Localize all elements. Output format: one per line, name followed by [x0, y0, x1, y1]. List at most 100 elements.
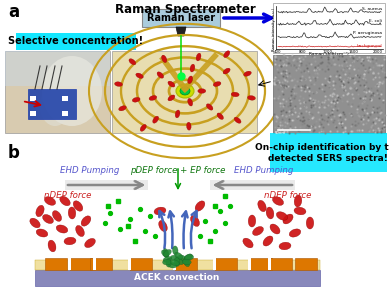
Ellipse shape [190, 64, 195, 72]
Bar [210, 180, 295, 190]
Ellipse shape [234, 117, 241, 123]
Text: 400: 400 [274, 50, 282, 54]
Ellipse shape [140, 124, 146, 131]
Ellipse shape [175, 110, 180, 118]
Ellipse shape [163, 259, 172, 265]
Bar [173, 258, 176, 270]
Ellipse shape [195, 201, 205, 211]
Bar [30, 96, 36, 101]
Polygon shape [176, 27, 186, 36]
Text: Selective concentration!: Selective concentration! [9, 36, 144, 46]
FancyBboxPatch shape [270, 133, 387, 172]
Bar [65, 180, 148, 190]
Ellipse shape [294, 195, 302, 207]
Bar [45, 258, 67, 270]
Bar [5, 51, 110, 133]
Ellipse shape [188, 98, 193, 106]
Text: pDEP force + EP force: pDEP force + EP force [130, 166, 226, 175]
Bar [273, 55, 385, 133]
Bar [28, 89, 76, 119]
Ellipse shape [289, 229, 301, 237]
Ellipse shape [196, 53, 201, 61]
Ellipse shape [217, 113, 223, 119]
Ellipse shape [44, 197, 56, 205]
Text: P. aeruginosa: P. aeruginosa [353, 31, 382, 35]
Ellipse shape [168, 95, 175, 101]
Bar [128, 258, 131, 270]
Ellipse shape [157, 72, 164, 78]
Ellipse shape [48, 240, 56, 252]
Ellipse shape [163, 249, 169, 258]
Text: nDEP force: nDEP force [44, 191, 92, 200]
Ellipse shape [81, 216, 91, 226]
Text: Raman shift(cm⁻¹): Raman shift(cm⁻¹) [309, 52, 349, 56]
Ellipse shape [174, 257, 180, 266]
Text: 50nm: 50nm [275, 131, 286, 135]
Bar [68, 258, 71, 270]
Ellipse shape [168, 262, 177, 268]
Ellipse shape [153, 116, 159, 123]
Text: Raman laser: Raman laser [147, 13, 215, 23]
Text: 1200: 1200 [323, 50, 333, 54]
Bar [250, 258, 272, 270]
Ellipse shape [136, 73, 143, 78]
Ellipse shape [187, 122, 191, 130]
Ellipse shape [252, 226, 263, 235]
Ellipse shape [243, 238, 253, 248]
Ellipse shape [244, 71, 251, 76]
Ellipse shape [176, 84, 194, 98]
Text: EHD Pumping: EHD Pumping [234, 166, 294, 175]
Bar [35, 260, 320, 270]
Ellipse shape [161, 250, 169, 257]
Bar [270, 258, 292, 270]
Ellipse shape [149, 95, 157, 101]
Text: b: b [8, 144, 20, 162]
Bar [175, 258, 197, 270]
Ellipse shape [283, 214, 293, 224]
Bar [213, 258, 216, 270]
Ellipse shape [73, 201, 83, 211]
Ellipse shape [306, 217, 314, 229]
Ellipse shape [119, 106, 126, 111]
Ellipse shape [42, 56, 102, 126]
Ellipse shape [247, 96, 256, 100]
Ellipse shape [154, 207, 166, 215]
Text: 1600: 1600 [348, 50, 358, 54]
Ellipse shape [166, 258, 172, 267]
Ellipse shape [188, 76, 193, 84]
Ellipse shape [36, 229, 48, 237]
FancyBboxPatch shape [16, 33, 136, 50]
Ellipse shape [294, 207, 306, 215]
Ellipse shape [60, 196, 70, 206]
Ellipse shape [270, 224, 280, 234]
Ellipse shape [213, 82, 221, 86]
Ellipse shape [36, 205, 44, 217]
Ellipse shape [263, 236, 273, 246]
Bar [93, 258, 96, 270]
Bar [268, 258, 271, 270]
Ellipse shape [30, 218, 40, 228]
FancyBboxPatch shape [142, 9, 220, 27]
Ellipse shape [56, 225, 68, 233]
Bar [62, 111, 68, 116]
Bar [248, 258, 251, 270]
Ellipse shape [68, 207, 76, 219]
Ellipse shape [40, 86, 70, 126]
Ellipse shape [85, 238, 95, 248]
Text: 800: 800 [299, 50, 307, 54]
Text: S. aureus: S. aureus [362, 7, 382, 11]
Bar [35, 270, 320, 286]
Ellipse shape [175, 252, 182, 259]
Text: EHD Pumping: EHD Pumping [60, 166, 120, 175]
Ellipse shape [231, 92, 239, 97]
Text: a: a [8, 3, 19, 21]
Text: background: background [356, 44, 382, 48]
Ellipse shape [64, 237, 76, 245]
Ellipse shape [276, 212, 287, 220]
Bar [5, 51, 110, 86]
Ellipse shape [248, 215, 256, 227]
Ellipse shape [180, 87, 190, 95]
Ellipse shape [163, 250, 172, 256]
Ellipse shape [183, 258, 190, 267]
Bar [215, 258, 237, 270]
